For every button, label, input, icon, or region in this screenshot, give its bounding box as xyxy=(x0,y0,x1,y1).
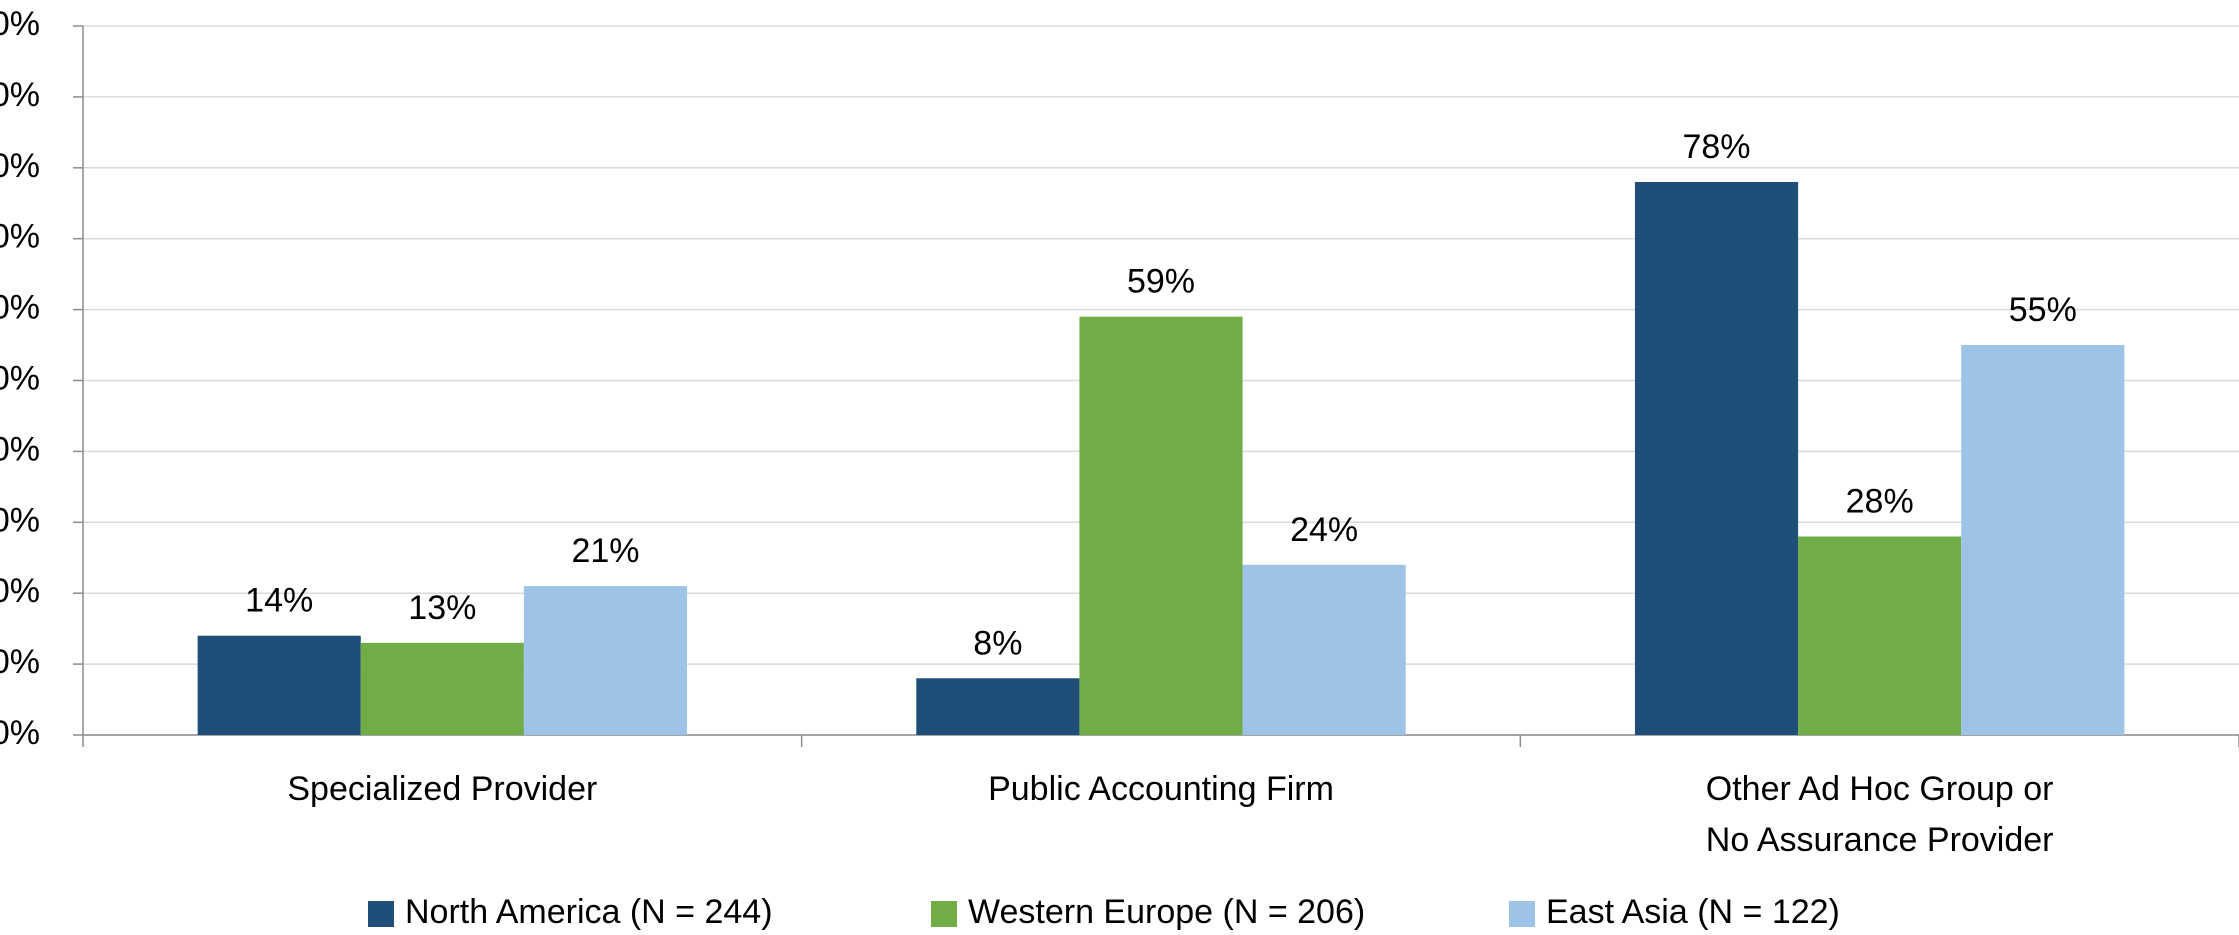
data-label: 78% xyxy=(1682,128,1750,166)
x-tick-label: Public Accounting Firm xyxy=(988,770,1334,808)
data-label: 14% xyxy=(245,582,313,620)
legend-swatch xyxy=(368,901,394,927)
y-tick-label: 60% xyxy=(0,289,40,327)
bar xyxy=(1798,536,1962,735)
legend-label: Western Europe (N = 206) xyxy=(968,893,1365,931)
data-label: 8% xyxy=(973,624,1022,662)
bar xyxy=(197,635,361,735)
bar xyxy=(1634,181,1799,736)
y-tick-label: 100% xyxy=(0,5,40,43)
data-label: 24% xyxy=(1290,511,1358,549)
y-tick-label: 40% xyxy=(0,430,40,468)
y-tick-label: 20% xyxy=(0,572,40,610)
legend-label: North America (N = 244) xyxy=(405,893,773,931)
data-label: 59% xyxy=(1127,263,1195,301)
data-label: 28% xyxy=(1846,482,1914,520)
y-tick-label: 50% xyxy=(0,359,40,397)
bar xyxy=(1961,345,2125,735)
bar xyxy=(1079,316,1243,735)
bar xyxy=(360,642,524,735)
y-tick-label: 0% xyxy=(0,714,40,752)
bar xyxy=(916,678,1080,735)
y-tick-label: 30% xyxy=(0,501,40,539)
legend-label: East Asia (N = 122) xyxy=(1546,893,1840,931)
bar xyxy=(1242,564,1406,735)
x-tick-label: Specialized Provider xyxy=(287,770,598,808)
y-tick-label: 70% xyxy=(0,218,40,256)
y-tick-label: 10% xyxy=(0,643,40,681)
y-tick-label: 90% xyxy=(0,76,40,114)
legend-swatch xyxy=(931,901,957,927)
legend-swatch xyxy=(1509,901,1535,927)
x-tick-label: Other Ad Hoc Group or No Assurance Provi… xyxy=(1705,770,2054,859)
y-tick-label: 80% xyxy=(0,147,40,185)
bar xyxy=(523,586,688,735)
data-label: 21% xyxy=(571,532,639,570)
data-label: 13% xyxy=(408,589,476,627)
data-label: 55% xyxy=(2009,291,2077,329)
